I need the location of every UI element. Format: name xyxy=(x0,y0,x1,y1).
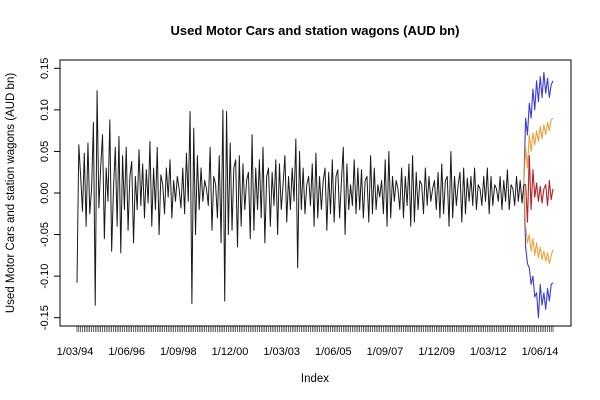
y-tick-label: 0.10 xyxy=(39,99,51,120)
y-axis: -0.15 -0.10 -0.05 0.00 0.05 0.10 0.15 xyxy=(39,58,61,330)
x-tick-label: 1/12/09 xyxy=(418,346,455,358)
x-tick-label: 1/03/94 xyxy=(57,346,94,358)
y-tick-label: -0.15 xyxy=(39,305,51,330)
x-axis-label: Index xyxy=(301,373,329,385)
y-tick-label: 0.15 xyxy=(39,58,51,79)
x-tick-label: 1/03/03 xyxy=(263,346,300,358)
series-line-pi-95-upper xyxy=(523,71,554,185)
series-line-pi-80-upper xyxy=(523,117,554,185)
x-tick-label: 1/09/07 xyxy=(367,346,404,358)
y-tick-label: -0.10 xyxy=(39,264,51,289)
chart-title: Used Motor Cars and station wagons (AUD … xyxy=(171,23,460,38)
x-tick-label: 1/09/98 xyxy=(160,346,197,358)
series-line-pi-80-lower xyxy=(523,184,554,265)
series-line-forecast xyxy=(523,155,554,223)
x-axis: 1/03/94 1/06/96 1/09/98 1/12/00 1/03/03 1/06/… xyxy=(57,325,559,358)
x-tick-label: 1/06/05 xyxy=(315,346,352,358)
x-tick-label: 1/03/12 xyxy=(470,346,507,358)
x-tick-label: 1/06/14 xyxy=(522,346,559,358)
y-tick-label: 0.05 xyxy=(39,141,51,162)
y-axis-label: Used Motor Cars and station wagons (AUD … xyxy=(5,73,17,313)
x-tick-label: 1/12/00 xyxy=(212,346,249,358)
series-layer xyxy=(76,71,554,319)
y-tick-label: 0.00 xyxy=(39,182,51,203)
series-line-pi-95-lower xyxy=(523,184,554,319)
x-tick-label: 1/06/96 xyxy=(108,346,145,358)
y-tick-label: -0.05 xyxy=(39,222,51,247)
series-line-history xyxy=(76,90,525,306)
